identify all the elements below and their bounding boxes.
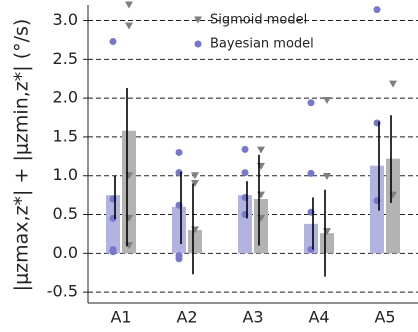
data-point [307,99,315,107]
y-tick-label: 1.0 [53,165,78,184]
data-point [323,96,331,104]
x-tick-label: A2 [176,308,197,327]
bar [254,199,268,254]
y-tick-label: 2.0 [53,88,78,107]
legend-marker [194,16,202,24]
y-tick-label: 0.0 [53,243,78,262]
data-point [241,145,249,153]
data-point [175,148,183,156]
bar [122,130,136,254]
bar [386,158,400,254]
data-point [257,146,265,154]
data-point [191,172,199,180]
y-tick-label: 0.5 [53,204,78,223]
data-point [373,6,381,14]
bar [320,233,334,254]
data-point [175,255,183,263]
legend-label: Bayesian model [210,37,314,52]
y-tick-label: 2.5 [53,49,78,68]
bar [304,223,318,254]
x-tick-label: A4 [308,308,329,327]
bar [238,195,252,254]
y-axis-label: |μzmax,z*| + |μzmin,z*| (°/s) [11,19,33,292]
data-point [389,80,397,88]
data-point [191,179,199,187]
x-tick-label: A3 [242,308,263,327]
legend-marker [194,40,202,48]
data-point [307,169,315,177]
y-tick-label: -0.5 [47,282,78,301]
data-point [109,248,117,256]
data-point [109,37,117,45]
data-point [323,173,331,181]
x-tick-label: A1 [110,308,131,327]
x-tick-label: A5 [374,308,395,327]
data-point [125,22,133,30]
y-tick-label: 1.5 [53,126,78,145]
y-tick-label: 3.0 [53,10,78,29]
bar [106,195,120,254]
bar [188,230,202,254]
bar [370,165,384,254]
data-point [241,169,249,177]
data-point [125,1,133,9]
legend-label: Sigmoid model [210,13,307,28]
bar [172,206,186,254]
